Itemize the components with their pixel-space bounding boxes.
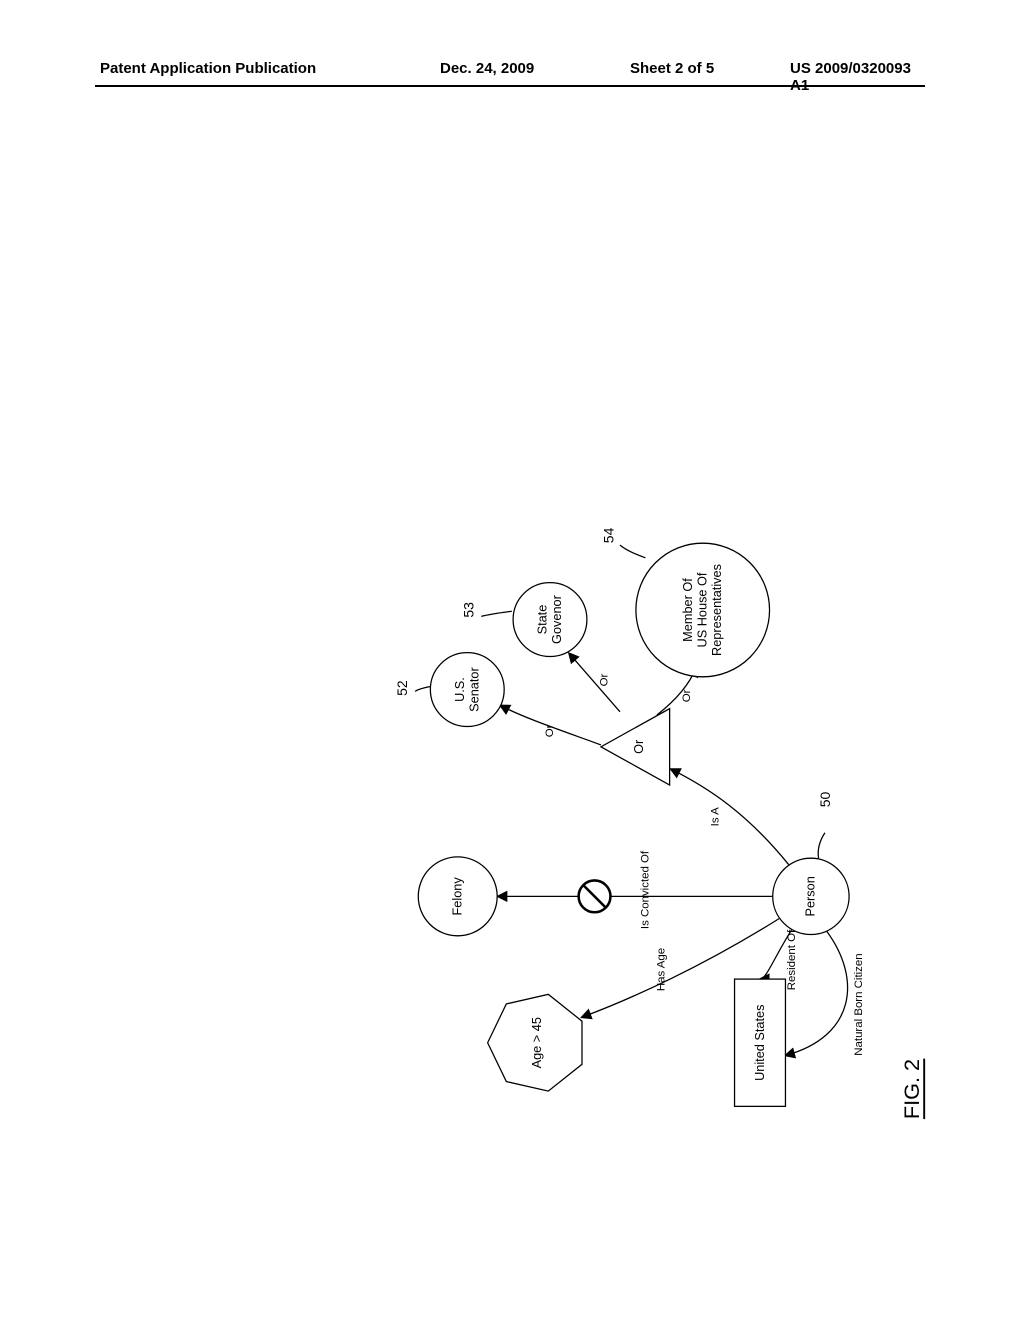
figure-label: FIG. 2 xyxy=(899,1059,924,1119)
node-label-felony: Felony xyxy=(450,877,465,916)
node-person: Person xyxy=(773,858,849,934)
node-label-house: Member Of xyxy=(680,578,695,642)
edge-label-or_gov: Or xyxy=(598,673,610,686)
edge-label-convicted: Is Convicted Of xyxy=(640,850,652,929)
ref-label-54: 54 xyxy=(601,527,617,543)
node-house: Member OfUS House OfRepresentatives xyxy=(636,543,770,677)
ref-tick-54 xyxy=(620,545,645,558)
node-label-governor: State xyxy=(535,605,550,635)
node-label-us: United States xyxy=(752,1005,767,1081)
ref-tick-52 xyxy=(415,686,431,691)
header-rule xyxy=(95,85,925,87)
page-header: Patent Application Publication Dec. 24, … xyxy=(100,60,924,77)
header-appnum: US 2009/0320093 A1 xyxy=(790,60,924,94)
edge-is_a xyxy=(671,769,789,864)
ref-tick-53 xyxy=(481,611,512,616)
edge-label-has_age: Has Age xyxy=(656,948,668,991)
node-governor: StateGovenor xyxy=(513,583,587,657)
figure-2-diagram: Natural Born Citizen Resident Of Has Age Is… xyxy=(110,470,1024,1170)
ref-label-53: 53 xyxy=(461,602,477,618)
page: Patent Application Publication Dec. 24, … xyxy=(0,0,1024,1320)
node-us: United States xyxy=(735,979,786,1106)
node-label-house: Representatives xyxy=(709,564,724,656)
ref-label-52: 52 xyxy=(394,680,410,696)
header-pubdate: Dec. 24, 2009 xyxy=(440,60,534,77)
node-label-age45: Age > 45 xyxy=(529,1017,544,1068)
node-label-senator: Senator xyxy=(466,667,481,712)
edge-label-or_sen: Or xyxy=(544,724,556,737)
ref-tick-50 xyxy=(818,833,825,858)
node-label-person: Person xyxy=(803,876,818,916)
node-age45: Age > 45 xyxy=(488,994,582,1091)
edge-label-resident: Resident Of xyxy=(786,929,798,990)
node-label-house: US House Of xyxy=(695,572,710,647)
node-label-governor: Govenor xyxy=(549,594,564,644)
node-label-senator: U.S. xyxy=(452,677,467,702)
ref-label-50: 50 xyxy=(817,791,833,807)
edge-label-nat_born: Natural Born Citizen xyxy=(853,953,865,1055)
header-publication: Patent Application Publication xyxy=(100,60,316,77)
edge-or_gov xyxy=(569,653,620,712)
header-sheet: Sheet 2 of 5 xyxy=(630,60,714,77)
edge-label-is_a: Is A xyxy=(710,807,722,826)
edge-label-or_house: Or xyxy=(681,689,693,702)
node-senator: U.S.Senator xyxy=(430,653,504,727)
node-felony: Felony xyxy=(418,857,497,936)
diagram-svg: Natural Born Citizen Resident Of Has Age Is… xyxy=(110,470,1024,1170)
node-label-or: Or xyxy=(631,739,646,754)
node-or: Or xyxy=(601,709,670,785)
